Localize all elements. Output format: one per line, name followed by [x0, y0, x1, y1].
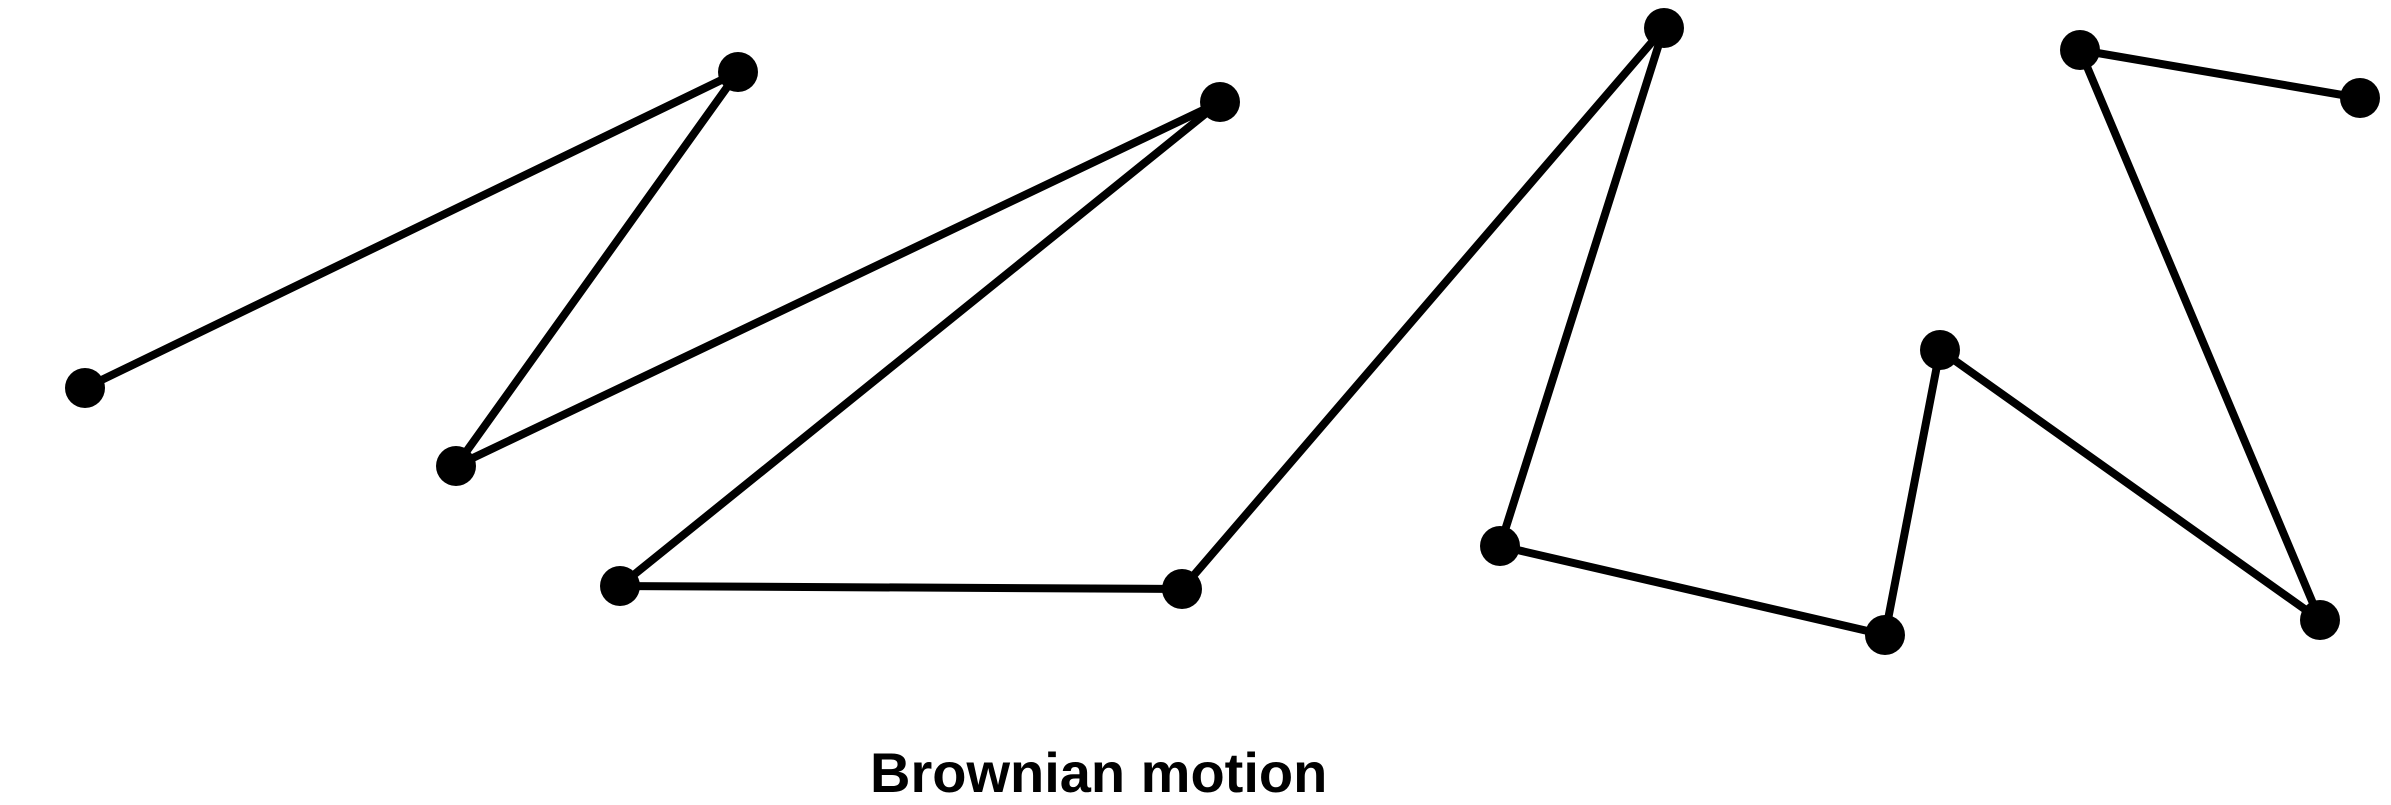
path-node — [2060, 30, 2100, 70]
path-segment — [620, 586, 1182, 589]
path-node — [2340, 78, 2380, 118]
path-node — [718, 52, 758, 92]
path-node — [65, 368, 105, 408]
path-node — [1162, 569, 1202, 609]
path-node — [1644, 8, 1684, 48]
path-node — [2300, 600, 2340, 640]
path-node — [1920, 330, 1960, 370]
path-node — [1200, 82, 1240, 122]
path-segment — [85, 72, 738, 388]
path-node — [1865, 615, 1905, 655]
path-segment — [1500, 546, 1885, 635]
path-node — [1480, 526, 1520, 566]
path-segment — [1500, 28, 1664, 546]
path-segment — [2080, 50, 2360, 98]
path-segment — [1885, 350, 1940, 635]
diagram-caption: Brownian motion — [870, 740, 1327, 805]
path-svg — [0, 0, 2391, 798]
brownian-motion-diagram: Brownian motion — [0, 0, 2391, 798]
path-node — [436, 446, 476, 486]
path-segment — [1182, 28, 1664, 589]
path-node — [600, 566, 640, 606]
path-segment — [456, 72, 738, 466]
